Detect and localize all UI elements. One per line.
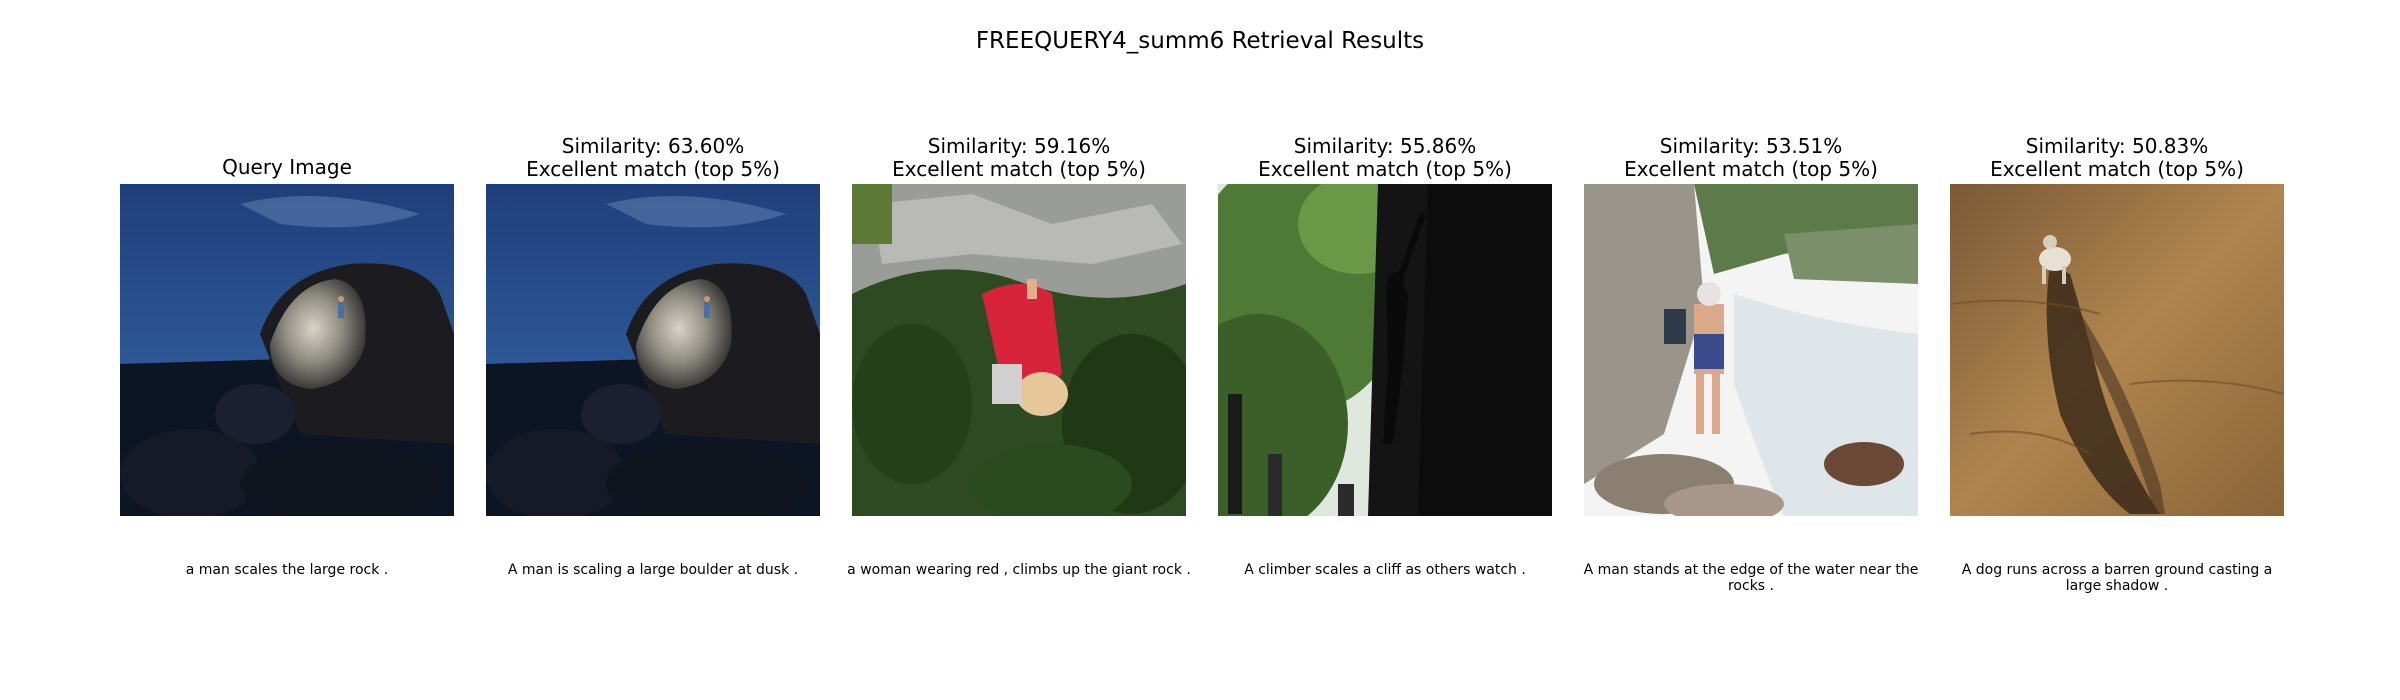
figure-title: FREEQUERY4_summ6 Retrieval Results	[975, 28, 1425, 54]
result-panel: Similarity: 63.60% Excellent match (top …	[486, 0, 820, 700]
result-panel: Similarity: 50.83% Excellent match (top …	[1950, 0, 2284, 700]
result-image	[486, 184, 820, 516]
result-image	[1950, 184, 2284, 516]
match-label: Excellent match (top 5%)	[892, 157, 1146, 181]
match-label: Excellent match (top 5%)	[1624, 157, 1878, 181]
query-panel: Query Image	[120, 0, 454, 700]
similarity-label: Similarity: 59.16%	[927, 134, 1111, 158]
result-image	[1218, 184, 1552, 516]
match-label: Excellent match (top 5%)	[1258, 157, 1512, 181]
similarity-label: Similarity: 63.60%	[561, 134, 745, 158]
result-panel: Similarity: 55.86% Excellent match (top …	[1218, 0, 1552, 700]
result-panel: Similarity: 59.16% Excellent match (top …	[847, 0, 1191, 700]
similarity-label: Similarity: 53.51%	[1659, 134, 1843, 158]
similarity-label: Similarity: 55.86%	[1293, 134, 1477, 158]
result-caption: A climber scales a cliff as others watch…	[1244, 562, 1526, 578]
match-label: Excellent match (top 5%)	[1990, 157, 2244, 181]
result-caption: A man stands at the edge of the water ne…	[1583, 562, 1919, 594]
result-title: Similarity: 50.83% Excellent match (top …	[1910, 135, 2324, 181]
result-panel: Similarity: 53.51% Excellent match (top …	[1584, 0, 1919, 700]
match-label: Excellent match (top 5%)	[526, 157, 780, 181]
result-image	[1584, 184, 1918, 516]
result-title: Similarity: 53.51% Excellent match (top …	[1544, 135, 1958, 181]
result-caption: a woman wearing red , climbs up the gian…	[847, 562, 1191, 578]
result-caption: A man is scaling a large boulder at dusk…	[507, 562, 799, 578]
query-image	[120, 184, 454, 516]
query-caption: a man scales the large rock .	[185, 562, 389, 578]
result-image	[852, 184, 1186, 516]
query-title: Query Image	[222, 155, 352, 179]
result-caption: A dog runs across a barren ground castin…	[1961, 562, 2273, 594]
result-title: Similarity: 55.86% Excellent match (top …	[1178, 135, 1592, 181]
similarity-label: Similarity: 50.83%	[2025, 134, 2209, 158]
result-title: Similarity: 63.60% Excellent match (top …	[446, 135, 860, 181]
result-title: Similarity: 59.16% Excellent match (top …	[812, 135, 1226, 181]
